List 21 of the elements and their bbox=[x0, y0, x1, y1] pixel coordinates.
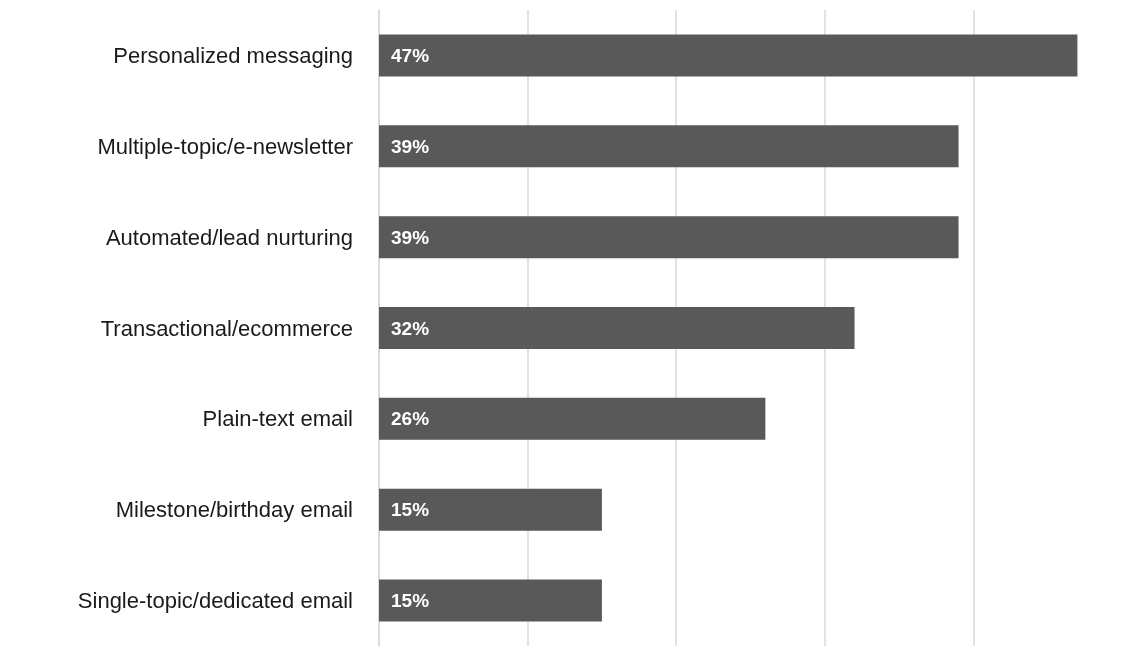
data-label: 32% bbox=[391, 317, 430, 339]
bar bbox=[379, 34, 1078, 77]
bar bbox=[379, 125, 959, 168]
data-label: 15% bbox=[391, 499, 430, 521]
bar bbox=[379, 579, 602, 622]
y-tick-label: Automated/lead nurturing bbox=[105, 224, 353, 250]
bar bbox=[379, 488, 602, 531]
y-tick-label: Single-topic/dedicated email bbox=[77, 588, 353, 614]
y-tick-label: Personalized messaging bbox=[113, 42, 353, 68]
bar bbox=[379, 397, 766, 440]
bar bbox=[379, 216, 959, 259]
data-label: 39% bbox=[391, 135, 430, 157]
data-label: 26% bbox=[391, 408, 430, 430]
data-label: 47% bbox=[391, 44, 430, 66]
data-label: 39% bbox=[391, 226, 430, 248]
y-tick-label: Multiple-topic/e-newsletter bbox=[97, 133, 353, 159]
data-label: 15% bbox=[391, 590, 430, 612]
bar bbox=[379, 307, 855, 349]
y-tick-label: Milestone/birthday email bbox=[115, 497, 353, 523]
y-tick-label: Plain-text email bbox=[202, 406, 353, 432]
y-tick-label: Transactional/ecommerce bbox=[100, 315, 353, 341]
